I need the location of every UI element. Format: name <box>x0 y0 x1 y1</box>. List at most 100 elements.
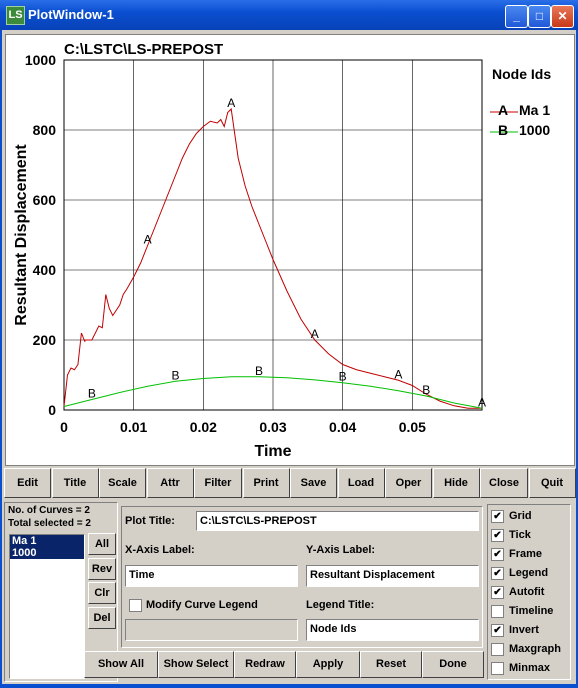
toolbar-edit-button[interactable]: Edit <box>4 468 51 498</box>
timeline-option-label: Timeline <box>509 605 554 617</box>
show-all-button[interactable]: Show All <box>84 651 158 678</box>
title-bar: LS PlotWindow-1 _ □ ✕ <box>0 0 578 30</box>
delete-curve-button[interactable]: Del <box>88 607 116 629</box>
y-tick-label: 200 <box>33 332 57 348</box>
series-marker-B: B <box>171 368 179 382</box>
maximize-button[interactable]: □ <box>528 5 551 28</box>
curve-legend-input[interactable] <box>125 619 298 641</box>
x-tick-label: 0.03 <box>259 419 286 435</box>
y-tick-label: 0 <box>48 402 56 418</box>
chart: C:\LSTC\LS-PREPOST 0 0.01 0.02 0.03 0.04 0.05 0… <box>13 41 551 460</box>
labels-form-panel: Plot Title: C:\LSTC\LS-PREPOST X-Axis La… <box>121 506 483 648</box>
legend-title: Node Ids <box>492 66 551 82</box>
toolbar-filter-button[interactable]: Filter <box>194 468 242 498</box>
legend-title-input[interactable]: Node Ids <box>306 619 479 641</box>
toolbar-attr-button[interactable]: Attr <box>146 468 194 498</box>
plot-frame <box>63 59 483 411</box>
toolbar-scale-button[interactable]: Scale <box>99 468 146 498</box>
series-line-A <box>63 107 482 409</box>
series-marker-A: A <box>144 233 152 247</box>
curve-list[interactable]: Ma 1 1000 <box>9 534 85 679</box>
invert-checkbox[interactable]: ✔ <box>491 624 504 637</box>
reverse-selection-button[interactable]: Rev <box>88 558 116 580</box>
curves-panel: No. of Curves = 2 Total selected = 2 Ma … <box>4 502 118 682</box>
select-all-button[interactable]: All <box>88 533 116 555</box>
chart-title: C:\LSTC\LS-PREPOST <box>64 41 223 58</box>
plot-title-label: Plot Title: <box>125 515 175 527</box>
legend-checkbox[interactable]: ✔ <box>491 567 504 580</box>
y-axis-label: Resultant Displacement <box>13 144 30 326</box>
timeline-checkbox[interactable] <box>491 605 504 618</box>
app-icon: LS <box>6 6 25 25</box>
options-panel: ✔ Grid ✔ Tick ✔ Frame ✔ Legend ✔ Autofit Timeline ✔… <box>487 504 571 680</box>
toolbar-hide-button[interactable]: Hide <box>432 468 480 498</box>
tick-checkbox[interactable]: ✔ <box>491 529 504 542</box>
toolbar: Edit Title Scale Attr Filter Print Save Load Ope… <box>4 468 576 498</box>
curve-list-item[interactable]: Ma 1 <box>10 535 84 547</box>
legend-marker-A: A <box>498 102 508 118</box>
toolbar-title-button[interactable]: Title <box>51 468 99 498</box>
grid-option-label: Grid <box>509 510 532 522</box>
series-marker-A: A <box>311 327 319 341</box>
x-tick-label: 0.01 <box>120 419 147 435</box>
window-title: PlotWindow-1 <box>28 7 114 22</box>
reset-button[interactable]: Reset <box>360 651 422 678</box>
plot-title-input[interactable]: C:\LSTC\LS-PREPOST <box>196 511 479 531</box>
curve-count-label: No. of Curves = 2 <box>8 505 90 516</box>
show-select-button[interactable]: Show Select <box>158 651 234 678</box>
series-marker-A: A <box>394 367 402 381</box>
total-selected-label: Total selected = 2 <box>8 518 91 529</box>
redraw-button[interactable]: Redraw <box>234 651 296 678</box>
y-tick-label: 1000 <box>25 52 56 68</box>
toolbar-oper-button[interactable]: Oper <box>385 468 432 498</box>
frame-checkbox[interactable]: ✔ <box>491 548 504 561</box>
x-axis-label-input[interactable]: Time <box>125 565 298 587</box>
legend-title-label: Legend Title: <box>306 599 375 611</box>
y-tick-label: 400 <box>33 262 57 278</box>
x-axis-label-label: X-Axis Label: <box>125 544 195 556</box>
toolbar-close-button[interactable]: Close <box>480 468 528 498</box>
legend-entry: Ma 1 <box>519 102 550 118</box>
legend-marker-B: B <box>498 122 508 138</box>
toolbar-print-button[interactable]: Print <box>242 468 290 498</box>
clear-selection-button[interactable]: Clr <box>88 582 116 604</box>
autofit-checkbox[interactable]: ✔ <box>491 586 504 599</box>
legend-option-label: Legend <box>509 567 549 579</box>
x-tick-label: 0.05 <box>399 419 426 435</box>
x-tick-label: 0.02 <box>190 419 217 435</box>
y-axis-label-input[interactable]: Resultant Displacement <box>306 565 479 587</box>
modify-curve-legend-label: Modify Curve Legend <box>146 599 258 611</box>
close-window-button[interactable]: ✕ <box>551 5 574 28</box>
minmax-option-label: Minmax <box>509 662 550 674</box>
grid-checkbox[interactable]: ✔ <box>491 510 504 523</box>
curve-list-item[interactable]: 1000 <box>10 547 84 559</box>
x-tick-label: 0 <box>60 419 68 435</box>
y-tick-label: 600 <box>33 192 57 208</box>
toolbar-load-button[interactable]: Load <box>337 468 385 498</box>
modify-curve-legend-checkbox[interactable] <box>129 599 142 612</box>
y-axis-label-label: Y-Axis Label: <box>306 544 376 556</box>
series-marker-A: A <box>227 96 235 110</box>
x-axis-label: Time <box>254 443 291 460</box>
series-marker-A: A <box>478 395 486 409</box>
toolbar-save-button[interactable]: Save <box>290 468 337 498</box>
toolbar-quit-button[interactable]: Quit <box>528 468 576 498</box>
series-marker-B: B <box>339 370 347 384</box>
minmax-checkbox[interactable] <box>491 662 504 675</box>
minimize-button[interactable]: _ <box>505 5 528 28</box>
series-marker-B: B <box>422 383 430 397</box>
autofit-option-label: Autofit <box>509 586 545 598</box>
plot-area: C:\LSTC\LS-PREPOST 0 0.01 0.02 0.03 0.04 0.05 0… <box>5 34 575 466</box>
tick-option-label: Tick <box>509 529 531 541</box>
window-frame <box>0 30 578 688</box>
maxgraph-checkbox[interactable] <box>491 643 504 656</box>
series-line-B <box>63 376 483 409</box>
legend-entry: 1000 <box>519 122 550 138</box>
apply-button[interactable]: Apply <box>296 651 360 678</box>
invert-option-label: Invert <box>509 624 539 636</box>
done-button[interactable]: Done <box>422 651 484 678</box>
y-tick-label: 800 <box>33 122 57 138</box>
frame-option-label: Frame <box>509 548 543 560</box>
maxgraph-option-label: Maxgraph <box>509 643 561 655</box>
series-marker-B: B <box>255 364 263 378</box>
